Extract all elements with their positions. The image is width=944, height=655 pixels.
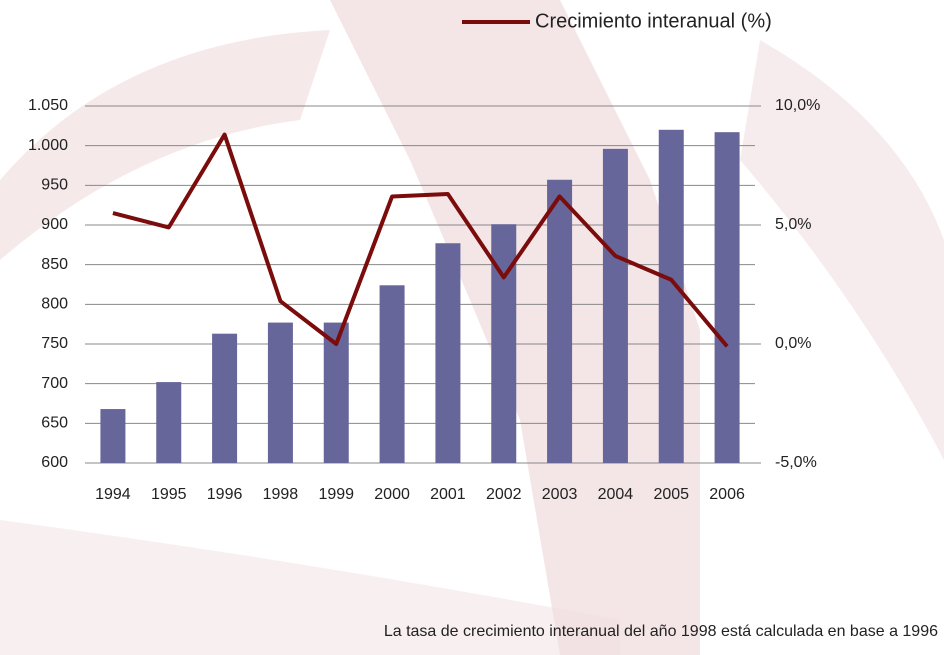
bar — [212, 334, 237, 463]
y2-tick-label: 10,0% — [775, 97, 820, 114]
bar — [715, 132, 740, 463]
y-tick-label: 900 — [41, 216, 68, 233]
bar — [603, 149, 628, 463]
x-tick-label: 2001 — [430, 486, 466, 503]
y-tick-label: 1.000 — [28, 137, 68, 154]
y-tick-label: 750 — [41, 335, 68, 352]
x-tick-label: 2006 — [709, 486, 745, 503]
bar — [435, 243, 460, 463]
bar — [100, 409, 125, 463]
legend-label: Crecimiento interanual (%) — [535, 10, 772, 32]
y2-tick-label: 0,0% — [775, 335, 811, 352]
bar — [659, 130, 684, 463]
y-tick-label: 850 — [41, 256, 68, 273]
y2-tick-label: -5,0% — [775, 454, 817, 471]
x-tick-label: 2004 — [598, 486, 634, 503]
bar — [268, 323, 293, 463]
x-tick-label: 1994 — [95, 486, 131, 503]
y2-tick-label: 5,0% — [775, 216, 811, 233]
x-tick-label: 2000 — [374, 486, 410, 503]
x-tick-label: 1998 — [263, 486, 299, 503]
bar — [380, 285, 405, 463]
x-tick-label: 2003 — [542, 486, 578, 503]
y-tick-label: 700 — [41, 375, 68, 392]
y-tick-label: 650 — [41, 415, 68, 432]
x-tick-label: 1995 — [151, 486, 187, 503]
x-tick-label: 2005 — [653, 486, 689, 503]
x-tick-label: 2002 — [486, 486, 522, 503]
bar — [491, 224, 516, 463]
x-tick-label: 1999 — [318, 486, 354, 503]
y-tick-label: 1.050 — [28, 97, 68, 114]
y-tick-label: 800 — [41, 296, 68, 313]
y-tick-label: 950 — [41, 177, 68, 194]
chart: La tasa de crecimiento interanual del añ… — [0, 0, 944, 655]
bar — [547, 180, 572, 463]
y-tick-label: 600 — [41, 454, 68, 471]
bar — [156, 382, 181, 463]
x-tick-label: 1996 — [207, 486, 243, 503]
page: {"chart_data": {"type": "bar", "categori… — [0, 0, 944, 655]
note: La tasa de crecimiento interanual del añ… — [384, 623, 938, 640]
